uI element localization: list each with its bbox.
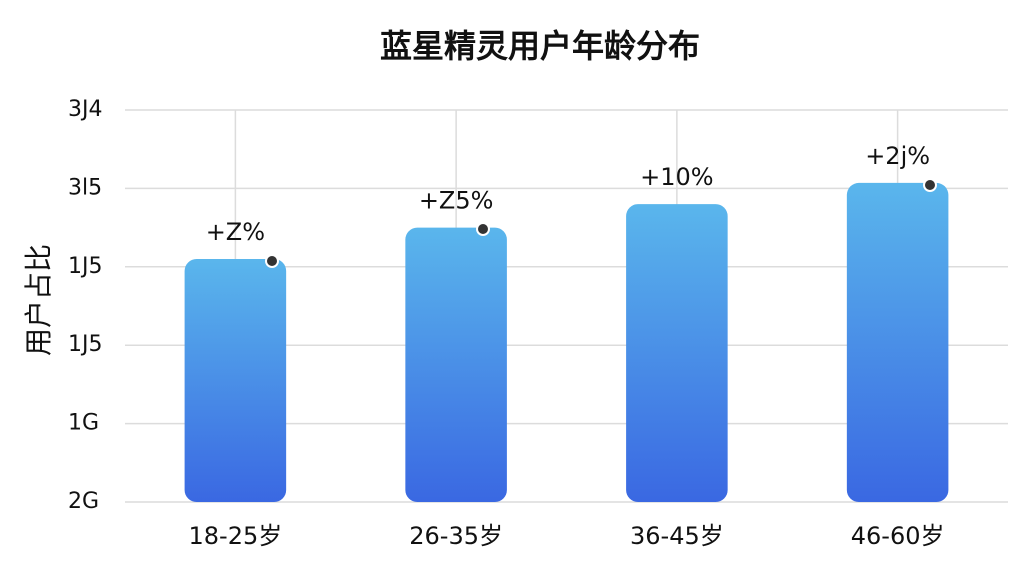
marker-dot <box>923 178 937 192</box>
x-tick-label: 18-25岁 <box>189 522 283 550</box>
y-tick-label: 2G <box>68 489 99 514</box>
y-tick-label: 3l5 <box>68 175 102 200</box>
y-tick-label: 1J5 <box>68 332 102 357</box>
bar <box>184 258 287 502</box>
chart-title: 蓝星精灵用户年龄分布 <box>380 27 700 65</box>
bar <box>626 204 728 502</box>
y-tick-label: 1J5 <box>68 254 102 279</box>
y-tick-label: 1G <box>68 411 99 436</box>
x-tick-label: 36-45岁 <box>630 522 724 550</box>
bar-annotation: +Z5% <box>419 187 494 215</box>
bar-annotation: +2j% <box>865 142 930 170</box>
x-tick-label: 26-35岁 <box>409 522 503 550</box>
bar <box>846 182 949 503</box>
y-axis-label: 用户占比 <box>22 244 55 356</box>
y-tick-label: 3J4 <box>68 97 102 122</box>
marker-dot <box>265 254 279 268</box>
bar-annotation: +Z% <box>206 218 265 246</box>
x-tick-label: 46-60岁 <box>851 522 945 550</box>
bar-annotation: +10% <box>640 163 713 191</box>
bar <box>405 227 507 502</box>
marker-dot <box>476 222 490 236</box>
